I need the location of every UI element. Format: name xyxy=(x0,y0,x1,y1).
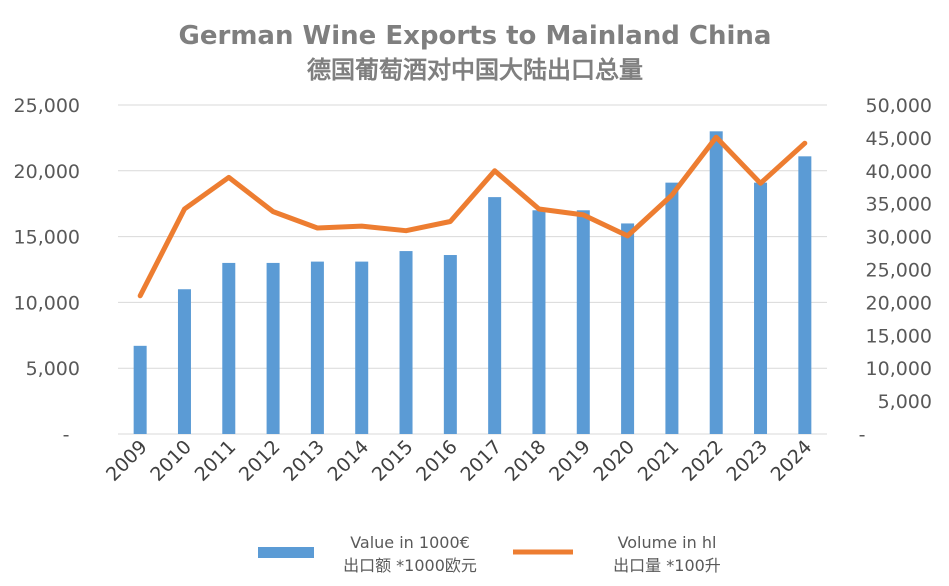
y-right-tick-label: 20,000 xyxy=(866,292,932,314)
value-bar xyxy=(621,223,635,434)
y-left-tick-label: - xyxy=(63,424,70,446)
x-tick-label: 2017 xyxy=(456,436,506,486)
value-bar xyxy=(222,262,236,434)
value-bars xyxy=(133,131,812,434)
y-right-tick-label: 10,000 xyxy=(866,358,932,380)
y-right-tick-label: 5,000 xyxy=(878,391,932,413)
y-left-tick-label: 15,000 xyxy=(14,227,80,249)
value-bar xyxy=(532,210,546,434)
y-left-tick-label: 5,000 xyxy=(26,358,80,380)
y-right-tick-label: 15,000 xyxy=(866,325,932,347)
value-bar xyxy=(709,131,723,434)
x-tick-label: 2010 xyxy=(146,436,196,486)
value-bar xyxy=(665,182,679,434)
value-bar xyxy=(798,156,812,434)
volume-line xyxy=(137,134,808,299)
x-tick-label: 2023 xyxy=(722,436,772,486)
y-right-tick-label: 50,000 xyxy=(866,95,932,117)
y-right-tick-label: 25,000 xyxy=(866,260,932,282)
value-bar xyxy=(754,182,768,434)
chart-subtitle: 德国葡萄酒对中国大陆出口总量 xyxy=(307,56,643,84)
y-right-tick-label: 35,000 xyxy=(866,194,932,216)
x-tick-label: 2024 xyxy=(767,436,817,486)
x-tick-label: 2009 xyxy=(102,436,152,486)
value-bar xyxy=(310,261,324,434)
y-right-axis: -5,000 10,000 15,000 20,000 25,000 30,000 35,0… xyxy=(859,95,932,446)
volume-series-line xyxy=(137,134,808,299)
value-bar xyxy=(399,251,413,434)
chart-title: German Wine Exports to Mainland China xyxy=(179,21,772,51)
x-tick-label: 2019 xyxy=(545,436,595,486)
value-bar xyxy=(576,210,590,434)
x-tick-label: 2016 xyxy=(412,436,462,486)
value-bar xyxy=(355,261,369,434)
value-bar xyxy=(443,255,457,434)
gridlines xyxy=(118,104,827,435)
y-right-tick-label: 45,000 xyxy=(866,128,932,150)
y-left-tick-label: 25,000 xyxy=(14,95,80,117)
x-tick-label: 2018 xyxy=(501,436,551,486)
x-tick-label: 2013 xyxy=(279,436,329,486)
value-bar xyxy=(488,197,502,434)
x-tick-label: 2011 xyxy=(191,436,241,486)
x-tick-label: 2012 xyxy=(235,436,285,486)
y-left-axis: - 5,000 10,000 15,000 20,000 25,000 xyxy=(14,95,80,446)
x-tick-label: 2020 xyxy=(589,436,639,486)
legend-value-label-cn: 出口额 *1000欧元 xyxy=(343,556,477,575)
value-bar xyxy=(177,289,191,434)
legend: Value in 1000€ 出口额 *1000欧元 Volume in hl … xyxy=(258,533,721,575)
x-tick-label: 2022 xyxy=(678,436,728,486)
legend-volume-label-cn: 出口量 *100升 xyxy=(613,556,721,575)
legend-volume-label: Volume in hl xyxy=(618,533,717,552)
y-right-tick-label: 40,000 xyxy=(866,161,932,183)
y-left-tick-label: 20,000 xyxy=(14,161,80,183)
x-tick-label: 2014 xyxy=(324,436,374,486)
y-right-tick-label: 30,000 xyxy=(866,227,932,249)
y-left-tick-label: 10,000 xyxy=(14,292,80,314)
y-right-tick-label: - xyxy=(859,424,866,446)
legend-value-label: Value in 1000€ xyxy=(350,533,470,552)
value-bar xyxy=(133,345,147,434)
value-bar xyxy=(266,262,280,434)
x-tick-label: 2021 xyxy=(634,436,684,486)
legend-bar-swatch xyxy=(258,547,314,558)
x-axis: 2009201020112012201320142015201620172018… xyxy=(102,436,816,486)
x-tick-label: 2015 xyxy=(368,436,418,486)
